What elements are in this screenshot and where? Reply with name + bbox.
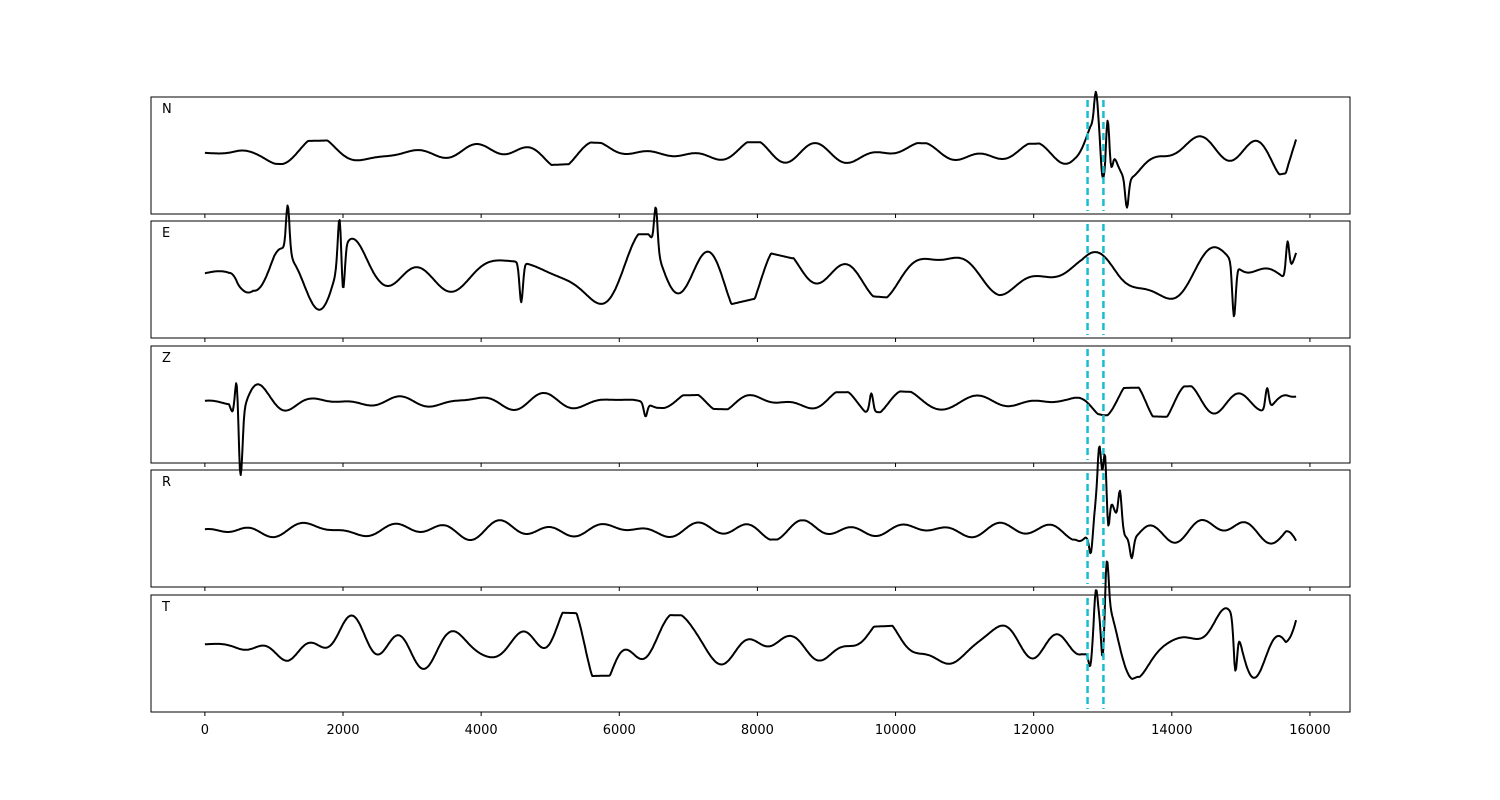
panels: N E Z R T [150,90,1351,716]
panel-label: Z [162,351,171,366]
x-tick-label: 0 [201,723,209,738]
x-tick-label: 12000 [1013,723,1054,738]
panel-label: T [161,600,170,615]
x-axis: 0 2000 4000 6000 8000 10000 12000 14000 16000 [201,723,1331,738]
panel-frame [150,594,1351,713]
panel-label: E [162,226,170,241]
x-tick-label: 4000 [465,723,498,738]
x-tick-label: 16000 [1289,723,1330,738]
trace-z [204,382,1297,476]
trace-n [204,90,1298,209]
trace-r [204,445,1297,560]
panel-t: T [150,560,1351,716]
x-tick-label: 10000 [875,723,916,738]
x-tick-label: 14000 [1151,723,1192,738]
panel-label: R [162,475,171,490]
panel-n: N [150,90,1351,218]
panel-e: E [150,204,1351,342]
x-tick-label: 6000 [603,723,636,738]
panel-frame [150,220,1351,339]
panel-frame [150,469,1351,588]
panel-z: Z [150,345,1351,476]
trace-e [204,204,1298,318]
panel-frame [150,96,1351,215]
x-tick-label: 2000 [326,723,359,738]
trace-t [204,560,1298,680]
panel-r: R [150,445,1351,591]
panel-frame [150,345,1351,464]
x-tick-label: 8000 [741,723,774,738]
panel-label: N [162,102,172,117]
